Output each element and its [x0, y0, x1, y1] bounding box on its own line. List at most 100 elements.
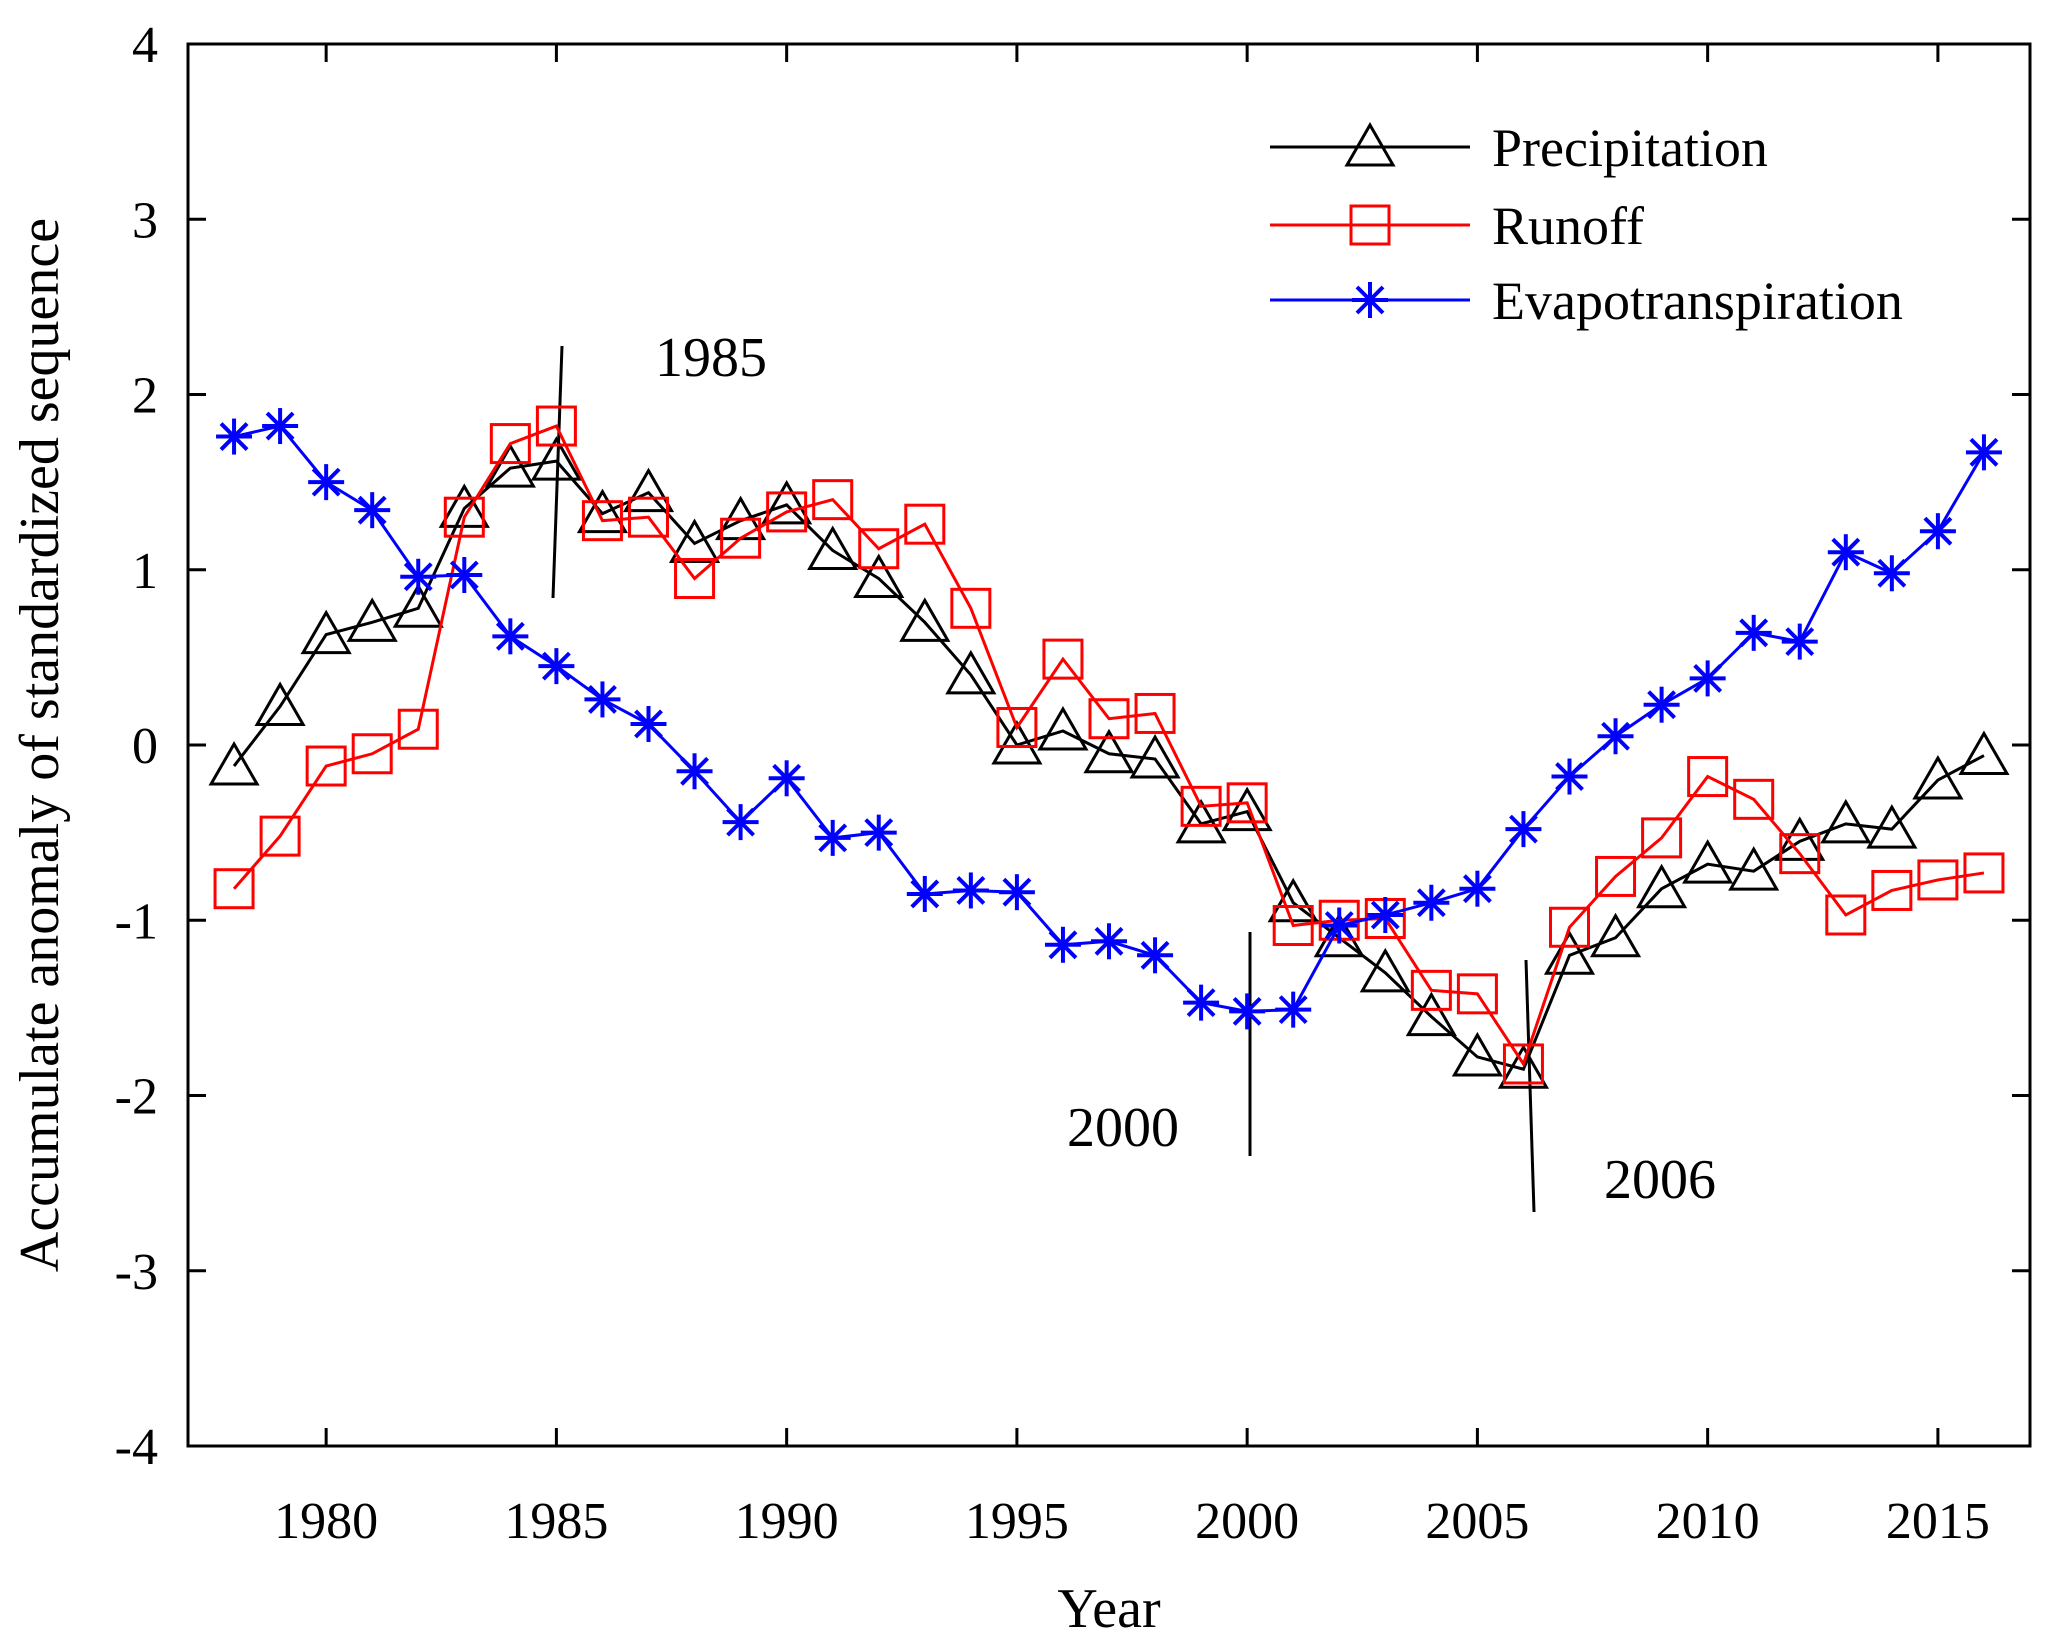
data-point-runoff	[766, 491, 808, 533]
data-point-precipitation	[1405, 991, 1457, 1037]
data-point-runoff	[489, 423, 531, 465]
data-point-evapotranspiration	[676, 753, 713, 790]
data-point-evapotranspiration	[400, 558, 437, 595]
data-point-precipitation	[530, 436, 582, 481]
data-point-evapotranspiration	[1229, 993, 1266, 1030]
x-tick-label: 2005	[1425, 1493, 1529, 1550]
data-point-precipitation	[346, 597, 398, 642]
data-point-evapotranspiration	[1965, 434, 2002, 471]
legend-label-runoff: Runoff	[1492, 196, 1644, 256]
data-point-runoff	[1410, 969, 1452, 1011]
data-point-evapotranspiration	[1367, 896, 1404, 933]
data-point-precipitation	[1682, 839, 1734, 884]
data-point-precipitation	[1175, 798, 1227, 844]
y-tick-label: -4	[115, 1419, 158, 1476]
data-point-evapotranspiration	[446, 557, 483, 594]
data-point-precipitation	[208, 741, 260, 786]
data-point-precipitation	[392, 583, 444, 628]
data-point-evapotranspiration	[1321, 907, 1358, 944]
data-point-runoff	[351, 733, 393, 775]
data-point-runoff	[720, 517, 762, 559]
y-tick-label: -1	[115, 893, 158, 950]
data-point-runoff	[674, 558, 716, 600]
data-point-evapotranspiration	[262, 408, 299, 445]
data-point-evapotranspiration	[584, 681, 621, 718]
data-point-runoff	[950, 587, 992, 629]
x-tick-label: 1990	[735, 1493, 839, 1550]
data-point-evapotranspiration	[998, 874, 1035, 911]
data-point-precipitation	[668, 518, 721, 563]
data-point-runoff	[1871, 869, 1913, 911]
data-point-precipitation	[1728, 846, 1780, 891]
data-point-runoff	[1088, 698, 1130, 740]
data-point-evapotranspiration	[354, 492, 391, 529]
data-point-runoff	[1963, 852, 2005, 894]
data-point-runoff	[535, 405, 577, 447]
data-point-runoff	[996, 706, 1038, 748]
data-point-precipitation	[1451, 1031, 1503, 1077]
data-point-precipitation	[1866, 804, 1918, 849]
legend-label-precipitation: Precipitation	[1492, 118, 1768, 178]
data-point-precipitation	[622, 467, 675, 513]
data-point-evapotranspiration	[860, 814, 897, 851]
data-point-evapotranspiration	[1275, 991, 1312, 1028]
series-runoff	[213, 405, 2005, 1085]
data-point-evapotranspiration	[722, 804, 759, 841]
data-point-runoff	[812, 479, 854, 521]
data-point-runoff	[1779, 833, 1821, 875]
y-tick-label: -3	[115, 1244, 158, 1301]
data-point-precipitation	[438, 483, 490, 528]
data-point-precipitation	[1083, 728, 1135, 774]
y-tick-label: 1	[132, 543, 158, 600]
y-tick-label: 3	[132, 192, 158, 249]
data-point-precipitation	[1267, 877, 1319, 923]
data-point-evapotranspiration	[1597, 718, 1634, 755]
data-point-runoff	[1042, 638, 1084, 680]
data-point-evapotranspiration	[1781, 623, 1818, 660]
change-point-1985-line	[551, 345, 564, 599]
data-point-precipitation	[1636, 863, 1688, 909]
data-point-precipitation	[1037, 705, 1089, 751]
series-layer	[208, 405, 2010, 1089]
data-point-precipitation	[1129, 734, 1181, 779]
data-point-runoff	[1549, 906, 1590, 948]
y-axis-title: Accumulate anomaly of standardized seque…	[9, 218, 71, 1272]
data-point-runoff	[1641, 817, 1683, 859]
data-point-evapotranspiration	[1689, 660, 1726, 697]
series-line-precipitation	[232, 459, 1985, 1072]
data-point-evapotranspiration	[1137, 937, 1174, 974]
data-point-evapotranspiration	[1183, 984, 1220, 1021]
data-point-runoff	[1502, 1043, 1544, 1085]
data-point-evapotranspiration	[216, 418, 253, 455]
data-point-evapotranspiration	[1505, 811, 1542, 848]
data-point-evapotranspiration	[538, 648, 575, 685]
data-point-precipitation	[1820, 798, 1872, 844]
annotation-2006-label: 2006	[1604, 1149, 1716, 1211]
data-point-precipitation	[807, 525, 859, 570]
tick-labels: 1980 1985 1990 1995 2000 2005 2010 2015 4 3 2 1 0 -1 -…	[115, 17, 1990, 1550]
legend-marker-precipitation	[1344, 121, 1396, 167]
data-point-runoff	[1272, 905, 1314, 947]
y-tick-label: 0	[132, 718, 158, 775]
data-point-precipitation	[945, 649, 997, 695]
data-point-precipitation	[1912, 755, 1964, 800]
data-point-evapotranspiration	[1827, 534, 1864, 571]
data-point-evapotranspiration	[1459, 870, 1496, 907]
data-point-runoff	[397, 708, 439, 750]
data-point-precipitation	[853, 553, 905, 599]
legend: Precipitation Runoff Evapotranspiration	[1270, 118, 1903, 331]
data-point-evapotranspiration	[906, 875, 943, 912]
data-point-evapotranspiration	[952, 872, 989, 909]
data-point-runoff	[1456, 973, 1498, 1015]
legend-marker-evapotranspiration	[1352, 282, 1388, 318]
annotation-1985-label: 1985	[655, 327, 767, 389]
y-tick-label: 2	[132, 368, 158, 425]
data-point-precipitation	[1543, 930, 1596, 975]
ticks	[188, 42, 2030, 1448]
legend-label-evapotranspiration: Evapotranspiration	[1492, 271, 1903, 331]
data-point-runoff	[1733, 778, 1775, 820]
data-point-evapotranspiration	[492, 618, 529, 655]
x-axis-title: Year	[1057, 1578, 1161, 1640]
